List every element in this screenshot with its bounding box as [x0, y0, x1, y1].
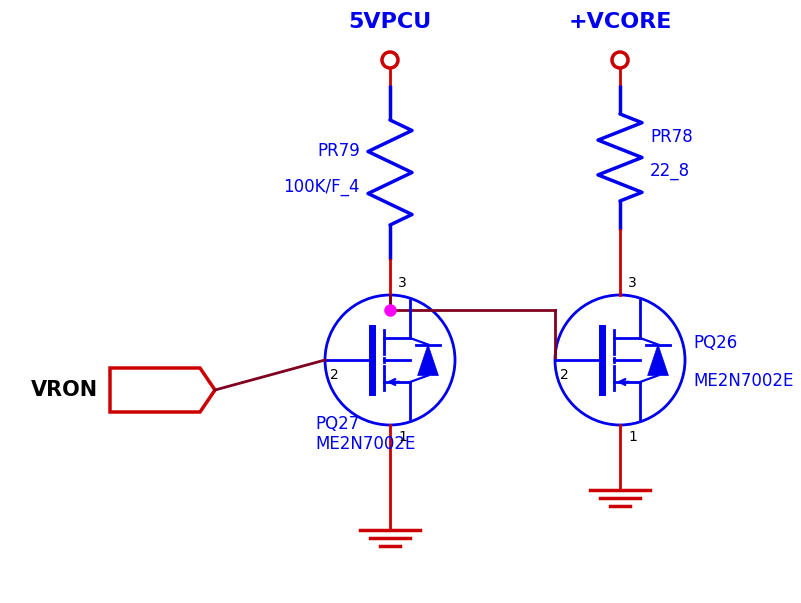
Polygon shape [647, 344, 668, 376]
Text: ME2N7002E: ME2N7002E [315, 435, 416, 453]
Text: 2: 2 [330, 368, 339, 382]
Text: 5VPCU: 5VPCU [348, 12, 432, 32]
Text: PR78: PR78 [650, 127, 693, 145]
Text: ME2N7002E: ME2N7002E [693, 372, 793, 390]
Text: 1: 1 [398, 430, 407, 444]
Text: PQ27: PQ27 [315, 415, 360, 433]
Text: PR79: PR79 [317, 142, 360, 160]
Text: 22_8: 22_8 [650, 162, 690, 180]
Text: 2: 2 [560, 368, 569, 382]
Text: PQ26: PQ26 [693, 334, 737, 352]
Polygon shape [417, 344, 438, 376]
Text: VRON: VRON [31, 380, 98, 400]
Text: 100K/F_4: 100K/F_4 [284, 177, 360, 195]
Text: 3: 3 [628, 276, 637, 290]
Text: +VCORE: +VCORE [569, 12, 672, 32]
Text: 3: 3 [398, 276, 407, 290]
Text: 1: 1 [628, 430, 637, 444]
